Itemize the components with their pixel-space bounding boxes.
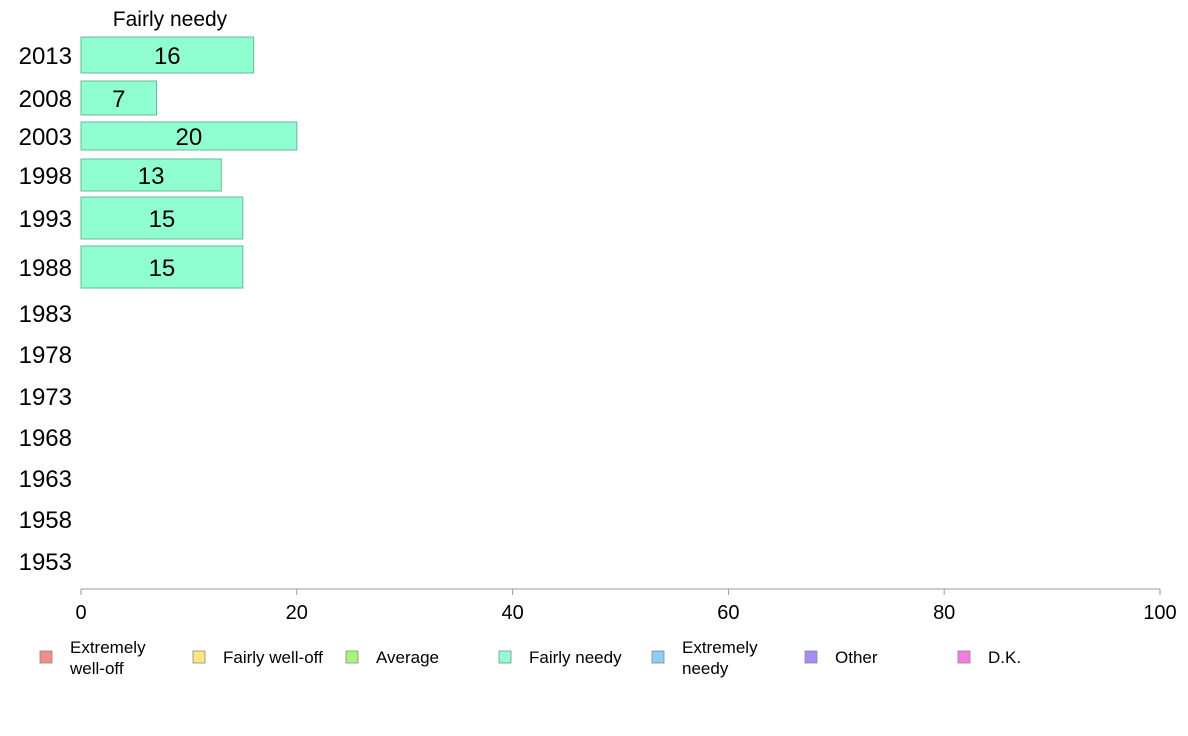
chart-title: Fairly needy <box>113 8 228 31</box>
legend-label: needy <box>682 659 729 678</box>
bar <box>80 158 222 192</box>
bar <box>80 36 255 74</box>
bar-value-label: 13 <box>138 163 165 190</box>
bar <box>80 80 158 116</box>
category-label: 2008 <box>19 86 72 113</box>
category-label: 1968 <box>19 425 72 452</box>
category-label: 1998 <box>19 163 72 190</box>
legend-label: Other <box>835 648 878 667</box>
category-label: 1953 <box>19 549 72 576</box>
bar-value-label: 20 <box>176 124 203 151</box>
legend-item: D.K. <box>957 648 1021 667</box>
category-label: 1983 <box>19 301 72 328</box>
category-label: 1973 <box>19 384 72 411</box>
bar-value-label: 15 <box>149 206 176 233</box>
bar <box>80 245 244 289</box>
x-tick-label: 80 <box>933 602 955 624</box>
category-label: 1993 <box>19 206 72 233</box>
bar <box>80 196 244 240</box>
x-tick-label: 20 <box>286 602 308 624</box>
bar-value-label: 7 <box>112 86 125 113</box>
legend-swatch <box>39 650 53 664</box>
legend-label: well-off <box>69 659 124 678</box>
bar-value-label: 16 <box>154 43 181 70</box>
legend-swatch <box>957 650 971 664</box>
category-label: 1988 <box>19 255 72 282</box>
legend-item: Extremely well-off <box>39 638 146 678</box>
legend-label: Extremely <box>682 638 758 657</box>
legend-item: Fairly needy <box>498 648 622 667</box>
category-label: 1963 <box>19 466 72 493</box>
legend-item: Other <box>804 648 878 667</box>
legend-swatch <box>651 650 665 664</box>
x-tick-label: 60 <box>717 602 739 624</box>
category-label: 2003 <box>19 124 72 151</box>
legend-label: Fairly well-off <box>223 648 323 667</box>
legend-swatch <box>345 650 359 664</box>
bar-value-label: 15 <box>149 255 176 282</box>
legend-label: Average <box>376 648 439 667</box>
legend-label: Extremely <box>70 638 146 657</box>
legend-label: Fairly needy <box>529 648 622 667</box>
category-label: 1958 <box>19 507 72 534</box>
x-tick-label: 40 <box>501 602 523 624</box>
bar <box>80 121 298 151</box>
legend-item: Average <box>345 648 439 667</box>
legend-label: D.K. <box>988 648 1021 667</box>
legend-item: Fairly well-off <box>192 648 323 667</box>
x-tick-label: 0 <box>75 602 86 624</box>
legend-swatch <box>192 650 206 664</box>
category-label: 2013 <box>19 43 72 70</box>
legend-item: Extremely needy <box>651 638 758 678</box>
legend-swatch <box>498 650 512 664</box>
x-tick-label: 100 <box>1143 602 1176 624</box>
category-label: 1978 <box>19 342 72 369</box>
legend-swatch <box>804 650 818 664</box>
